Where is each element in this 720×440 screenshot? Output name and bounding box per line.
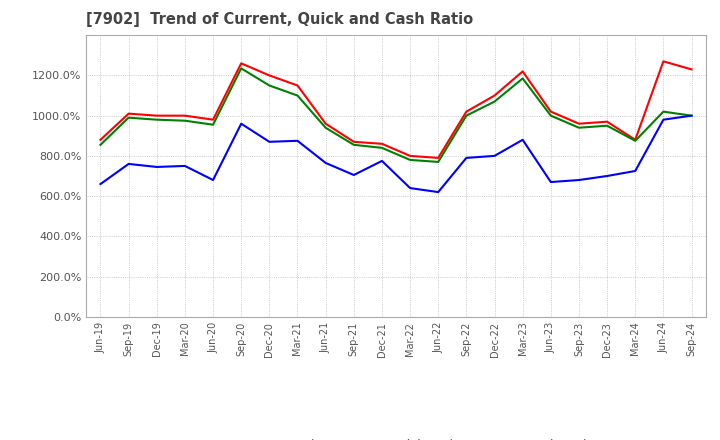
Quick Ratio <box>293 93 302 98</box>
Quick Ratio <box>265 83 274 88</box>
Line: Cash Ratio: Cash Ratio <box>101 116 691 192</box>
Text: [7902]  Trend of Current, Quick and Cash Ratio: [7902] Trend of Current, Quick and Cash … <box>86 12 474 27</box>
Quick Ratio <box>462 113 471 118</box>
Quick Ratio <box>631 138 639 143</box>
Line: Current Ratio: Current Ratio <box>101 61 691 158</box>
Line: Quick Ratio: Quick Ratio <box>101 68 691 162</box>
Cash Ratio <box>490 153 499 158</box>
Cash Ratio <box>321 160 330 165</box>
Current Ratio <box>321 121 330 126</box>
Current Ratio <box>631 137 639 143</box>
Quick Ratio <box>434 159 443 165</box>
Quick Ratio <box>237 66 246 71</box>
Quick Ratio <box>406 157 415 162</box>
Current Ratio <box>659 59 667 64</box>
Cash Ratio <box>659 117 667 122</box>
Quick Ratio <box>153 117 161 122</box>
Quick Ratio <box>687 113 696 118</box>
Current Ratio <box>406 153 415 158</box>
Quick Ratio <box>181 118 189 123</box>
Current Ratio <box>293 83 302 88</box>
Quick Ratio <box>377 145 386 150</box>
Current Ratio <box>490 93 499 98</box>
Cash Ratio <box>377 158 386 164</box>
Quick Ratio <box>490 99 499 104</box>
Cash Ratio <box>434 190 443 195</box>
Cash Ratio <box>293 138 302 143</box>
Quick Ratio <box>518 76 527 81</box>
Current Ratio <box>209 117 217 122</box>
Cash Ratio <box>406 185 415 191</box>
Current Ratio <box>687 67 696 72</box>
Current Ratio <box>546 109 555 114</box>
Quick Ratio <box>546 113 555 118</box>
Current Ratio <box>265 73 274 78</box>
Quick Ratio <box>321 125 330 130</box>
Quick Ratio <box>603 123 611 128</box>
Cash Ratio <box>265 139 274 144</box>
Current Ratio <box>153 113 161 118</box>
Cash Ratio <box>687 113 696 118</box>
Current Ratio <box>462 109 471 114</box>
Quick Ratio <box>349 142 358 147</box>
Cash Ratio <box>125 161 133 167</box>
Current Ratio <box>575 121 583 126</box>
Cash Ratio <box>209 177 217 183</box>
Cash Ratio <box>462 155 471 161</box>
Quick Ratio <box>96 142 105 147</box>
Current Ratio <box>125 111 133 116</box>
Quick Ratio <box>659 109 667 114</box>
Cash Ratio <box>181 163 189 169</box>
Cash Ratio <box>349 172 358 178</box>
Current Ratio <box>434 155 443 161</box>
Cash Ratio <box>631 169 639 174</box>
Cash Ratio <box>96 181 105 187</box>
Current Ratio <box>518 69 527 74</box>
Current Ratio <box>181 113 189 118</box>
Legend: Current Ratio, Quick Ratio, Cash Ratio: Current Ratio, Quick Ratio, Cash Ratio <box>193 434 599 440</box>
Current Ratio <box>349 139 358 144</box>
Current Ratio <box>377 141 386 147</box>
Quick Ratio <box>125 115 133 120</box>
Current Ratio <box>237 61 246 66</box>
Quick Ratio <box>209 122 217 127</box>
Cash Ratio <box>603 173 611 179</box>
Cash Ratio <box>575 177 583 183</box>
Cash Ratio <box>237 121 246 126</box>
Quick Ratio <box>575 125 583 130</box>
Cash Ratio <box>546 180 555 185</box>
Current Ratio <box>603 119 611 125</box>
Cash Ratio <box>518 137 527 143</box>
Current Ratio <box>96 137 105 143</box>
Cash Ratio <box>153 164 161 169</box>
